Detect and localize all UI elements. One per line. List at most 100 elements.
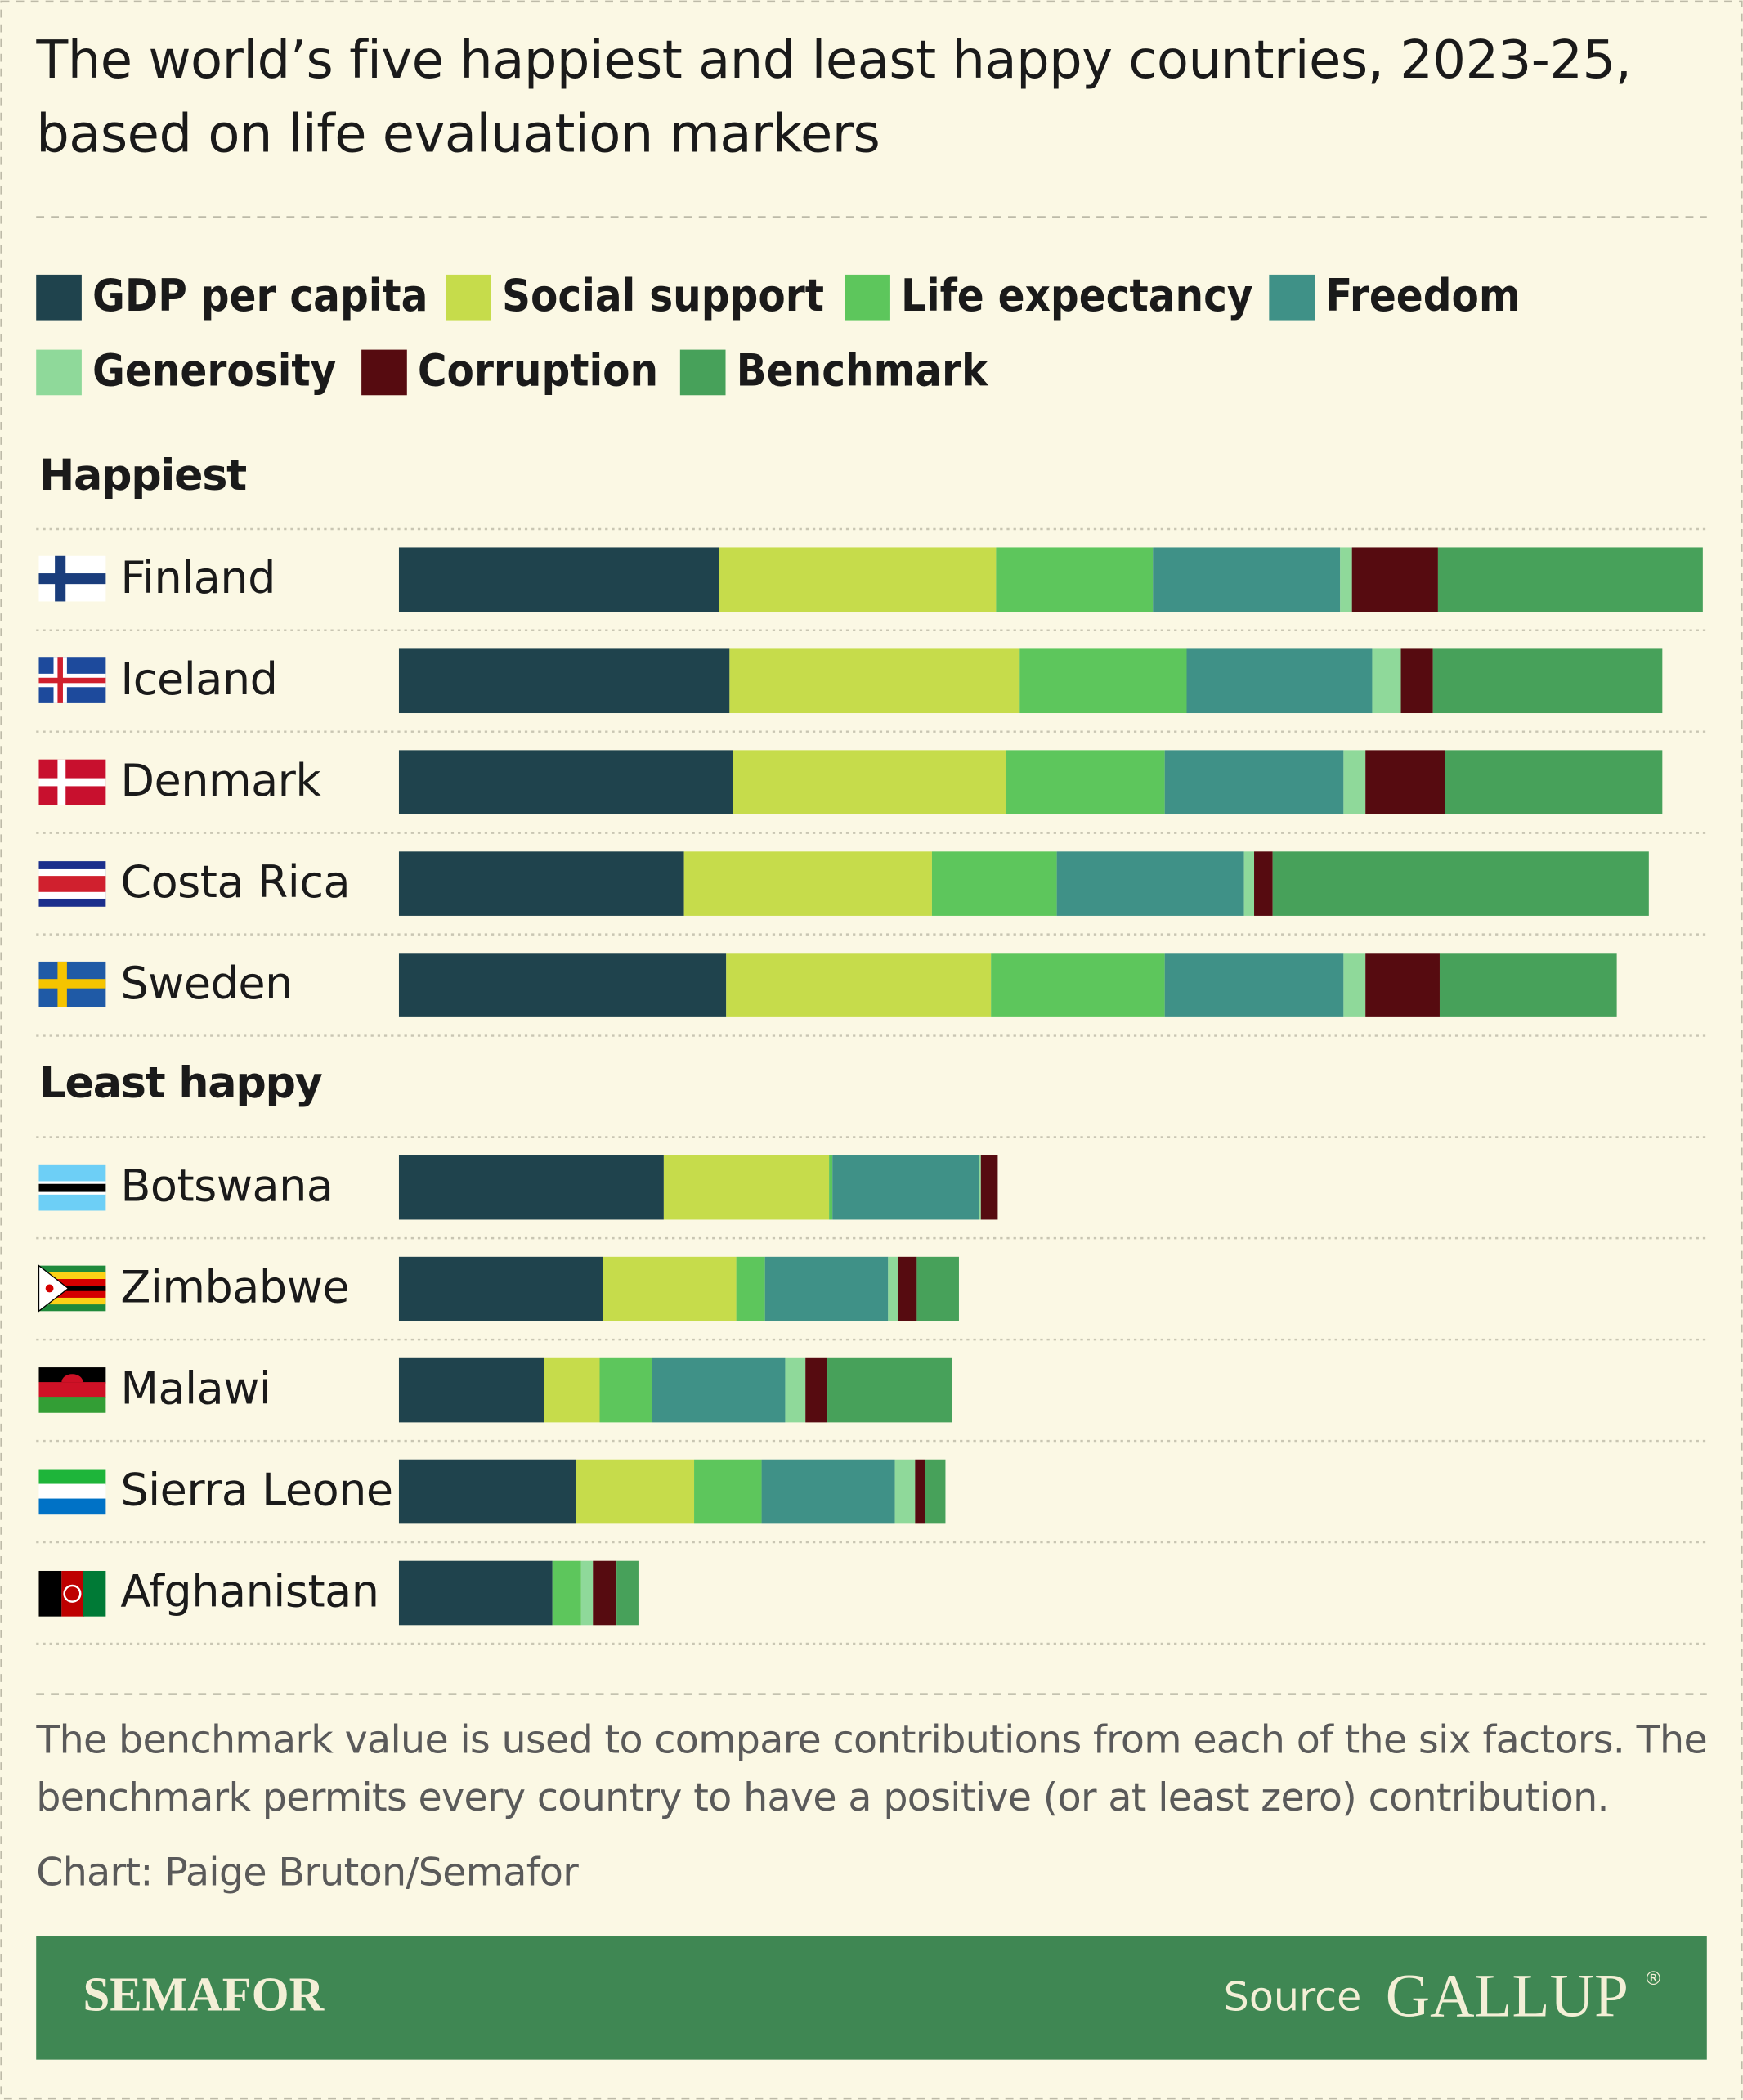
legend-label: Freedom [1325,270,1520,321]
bar-segment [544,1357,600,1423]
bar-segment [398,953,727,1017]
bar-segment [1164,953,1344,1017]
bar-segment [1343,953,1366,1017]
source-name: GALLUP [1386,1963,1629,2030]
legend-label: Life expectancy [901,270,1253,321]
legend-swatch [361,349,407,396]
bar-segment [603,1256,737,1321]
bar-segment [1006,750,1165,814]
bar-segment [764,1256,889,1321]
legend-label: Social support [502,270,824,321]
flag-zimbabwe [38,1264,106,1312]
category-label: Iceland [120,653,277,705]
brand: SEMAFOR [83,1968,325,2021]
chart-title: The world’s five happiest and least happ… [36,30,1632,165]
category-label: Sweden [120,958,293,1009]
bar-segment [785,1357,806,1423]
bar-segment [733,750,1006,814]
bar-segment [991,953,1165,1017]
bar-segment [663,1155,830,1220]
bar-segment [1365,750,1445,814]
bar-segment [552,1560,581,1626]
bar-segment [736,1256,765,1321]
legend-label: GDP per capita [92,270,428,321]
bar-segment [726,953,992,1017]
note-box: The benchmark value is used to compare c… [36,1716,1708,1820]
flag-malawi [38,1367,106,1413]
bar-segment [931,851,1057,916]
bar-segment [398,547,719,612]
banner [36,1936,1707,2060]
bar-segment [580,1560,594,1626]
title-box: The world’s five happiest and least happ… [36,30,1632,165]
bar-segment [1372,648,1401,714]
legend-swatch [1269,274,1315,321]
source-mark: ® [1644,1968,1663,1990]
bar-segment [805,1357,828,1423]
flag-costa-rica [38,861,106,907]
category-label: Zimbabwe [120,1261,349,1312]
bar-segment [1254,851,1273,916]
legend-swatch [446,274,491,321]
legend-label: Generosity [92,345,336,397]
bar-segment [1437,547,1703,612]
legend-label: Corruption [418,345,658,397]
legend-label: Benchmark [737,345,989,397]
bar-segment [1351,547,1438,612]
bar-segment [832,1155,979,1220]
bar-segment [888,1256,898,1321]
bar-segment [576,1459,695,1524]
bar-segment [996,547,1154,612]
legend-swatch [845,274,890,321]
bar-segment [916,1256,959,1321]
category-label: Afghanistan [120,1565,379,1617]
legend-swatch [36,349,82,396]
category-label: Sierra Leone [120,1464,392,1515]
category-label: Malawi [120,1362,271,1414]
flag-sweden [38,961,106,1007]
section-title: Happiest [38,451,246,500]
bar-segment [599,1357,652,1423]
bar-segment [616,1560,639,1626]
bar-segment [1432,648,1663,714]
bar-segment [829,1155,833,1220]
legend-swatch [36,274,82,321]
bar-segment [398,1560,553,1626]
bar-segment [398,1256,603,1321]
bar-segment [898,1256,917,1321]
bar-segment [1343,750,1366,814]
bar-segment [398,648,730,714]
bar-segment [1243,851,1255,916]
bar-segment [894,1459,916,1524]
category-label: Denmark [120,755,321,806]
category-label: Botswana [120,1160,333,1211]
bar-segment [1164,750,1344,814]
bar-segment [729,648,1020,714]
bar-segment [761,1459,895,1524]
bar-segment [925,1459,946,1524]
category-label: Finland [120,552,276,604]
bar-segment [1186,648,1373,714]
bar-segment [398,1357,544,1423]
bar-segment [979,1155,981,1220]
flag-afghanistan [38,1570,106,1617]
source-label: Source [1224,1972,1362,2020]
bar-segment [719,547,997,612]
note: The benchmark value is used to compare c… [36,1716,1708,1820]
bar-segment [652,1357,786,1423]
bar-segment [694,1459,762,1524]
flag-iceland [38,657,106,703]
bar-segment [683,851,932,916]
bar-segment [1439,953,1617,1017]
bar-segment [980,1155,998,1220]
bar-segment [1272,851,1649,916]
bar-segment [1445,750,1663,814]
bar-segment [1365,953,1440,1017]
bar-segment [593,1560,617,1626]
bar-segment [398,1155,664,1220]
legend-swatch [679,349,726,396]
bar-segment [398,1459,576,1524]
